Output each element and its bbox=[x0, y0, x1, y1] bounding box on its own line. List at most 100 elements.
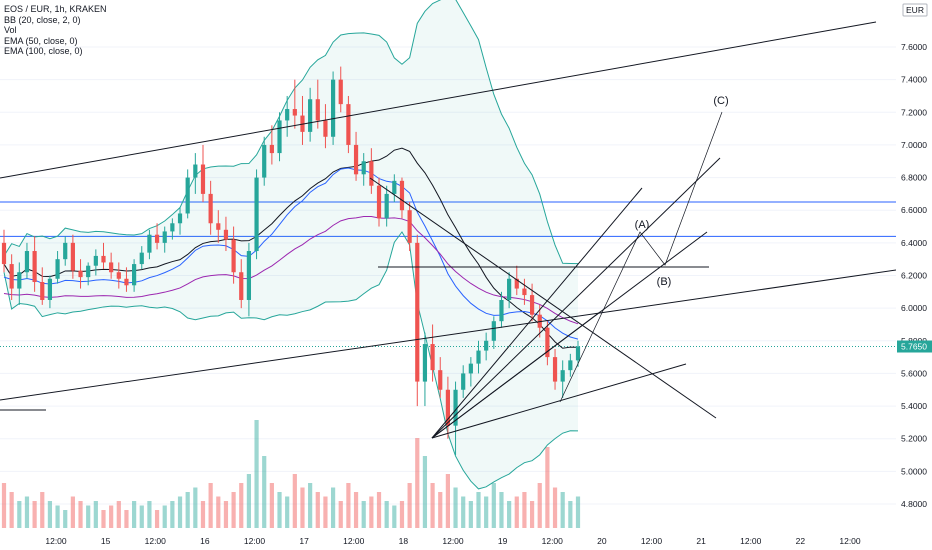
volume-bar bbox=[40, 492, 45, 528]
candle-body bbox=[514, 278, 519, 289]
volume-bar bbox=[575, 496, 581, 528]
volume-bar bbox=[9, 492, 14, 528]
price-tick-label: 5.0000 bbox=[901, 466, 927, 476]
time-tick-label: 12:00 bbox=[45, 536, 67, 546]
candle-body bbox=[1, 242, 7, 265]
time-axis-bg bbox=[0, 533, 932, 550]
volume-bar bbox=[78, 501, 83, 528]
volume-bar bbox=[376, 492, 382, 528]
candle-body bbox=[491, 321, 496, 341]
time-tick-label: 19 bbox=[498, 536, 508, 546]
indicator-ema50[interactable]: EMA (50, close, 0) bbox=[4, 35, 78, 46]
volume-bar bbox=[93, 501, 98, 528]
trend-drawings[interactable]: (A) (B) (C) bbox=[0, 21, 897, 439]
candle-body bbox=[453, 389, 458, 426]
volume-bar bbox=[430, 483, 435, 528]
volume-bar bbox=[70, 496, 75, 528]
price-tick-label: 6.2000 bbox=[901, 271, 927, 281]
time-tick-label: 12:00 bbox=[244, 536, 266, 546]
time-tick-label: 12:00 bbox=[740, 536, 762, 546]
candle-body bbox=[568, 360, 573, 371]
currency-badge-label: EUR bbox=[906, 5, 924, 15]
indicator-bb[interactable]: BB (20, close, 2, 0) bbox=[4, 14, 81, 25]
bb-fill bbox=[4, 0, 578, 489]
volume-bar bbox=[170, 501, 175, 528]
indicator-vol[interactable]: Vol bbox=[4, 25, 17, 35]
candle-body bbox=[132, 264, 137, 286]
volume-bars bbox=[1, 420, 581, 528]
volume-bar bbox=[231, 492, 236, 528]
price-axis-bg bbox=[896, 0, 932, 550]
price-tick-label: 7.6000 bbox=[901, 42, 927, 52]
volume-bar bbox=[32, 501, 37, 528]
volume-bar bbox=[101, 510, 106, 528]
candle-body bbox=[422, 344, 428, 382]
candle-body bbox=[529, 295, 535, 315]
volume-bar bbox=[529, 501, 535, 528]
candle-body bbox=[101, 255, 106, 263]
time-tick-label: 12:00 bbox=[542, 536, 564, 546]
time-tick-label: 21 bbox=[696, 536, 706, 546]
candle-body bbox=[476, 350, 481, 364]
candle-body bbox=[445, 389, 450, 426]
candle-body bbox=[330, 79, 336, 137]
candle-body bbox=[323, 120, 328, 137]
volume-bar bbox=[392, 505, 397, 528]
candle-body bbox=[216, 223, 221, 230]
candle-body bbox=[93, 255, 98, 266]
volume-bar bbox=[468, 501, 473, 528]
indicator-ema100[interactable]: EMA (100, close, 0) bbox=[4, 46, 83, 56]
candle-body bbox=[384, 193, 389, 219]
candle-body bbox=[147, 234, 152, 253]
descending-trendline bbox=[369, 177, 717, 419]
volume-bar bbox=[116, 501, 121, 528]
volume-bar bbox=[399, 501, 405, 528]
candle-body bbox=[239, 272, 244, 300]
candle-body bbox=[308, 99, 313, 132]
volume-bar bbox=[499, 492, 504, 528]
time-axis[interactable]: 12:00 15 12:00 16 12:00 17 12:00 18 12:00 19 12:00… bbox=[0, 533, 932, 550]
candle-body bbox=[78, 270, 83, 278]
volume-bar bbox=[269, 483, 274, 528]
candle-body bbox=[47, 278, 53, 300]
volume-bar bbox=[300, 487, 305, 528]
volume-bar bbox=[522, 492, 527, 528]
volume-bar bbox=[109, 505, 114, 528]
volume-bar bbox=[254, 420, 259, 528]
volume-bar bbox=[330, 487, 336, 528]
volume-bar bbox=[216, 496, 221, 528]
candle-body bbox=[246, 251, 252, 300]
volume-bar bbox=[338, 501, 343, 528]
volume-bar bbox=[246, 474, 252, 528]
upper-channel-line bbox=[0, 21, 877, 179]
volume-bar bbox=[438, 492, 443, 528]
candle-body bbox=[170, 223, 175, 232]
last-price-label: 5.7650 bbox=[901, 341, 927, 351]
price-axis[interactable]: 7.6000 7.4000 7.2000 7.0000 6.8000 6.6000 6.40… bbox=[896, 0, 932, 550]
symbol-title[interactable]: EOS / EUR, 1h, KRAKEN bbox=[4, 4, 107, 14]
candle-body bbox=[484, 340, 489, 351]
volume-bar bbox=[200, 501, 206, 528]
bb-lower bbox=[3, 231, 579, 490]
candle-body bbox=[376, 185, 382, 219]
candle-body bbox=[185, 177, 190, 214]
volume-bar bbox=[208, 483, 213, 528]
candle-body bbox=[545, 327, 550, 358]
chart-legend: EOS / EUR, 1h, KRAKEN BB (20, close, 2, … bbox=[4, 4, 107, 57]
time-tick-label: 12:00 bbox=[442, 536, 464, 546]
volume-bar bbox=[491, 483, 496, 528]
volume-bar bbox=[384, 501, 389, 528]
candle-body bbox=[162, 231, 167, 243]
bb-basis bbox=[3, 147, 579, 349]
volume-bar bbox=[369, 496, 374, 528]
price-tick-label: 5.4000 bbox=[901, 401, 927, 411]
candle-body bbox=[499, 299, 504, 322]
volume-bar bbox=[422, 456, 428, 528]
fan-line-4 bbox=[431, 311, 601, 439]
fan-line-1 bbox=[431, 187, 643, 439]
candle-body bbox=[32, 251, 37, 283]
volume-bar bbox=[537, 483, 542, 528]
candle-body bbox=[353, 144, 359, 175]
